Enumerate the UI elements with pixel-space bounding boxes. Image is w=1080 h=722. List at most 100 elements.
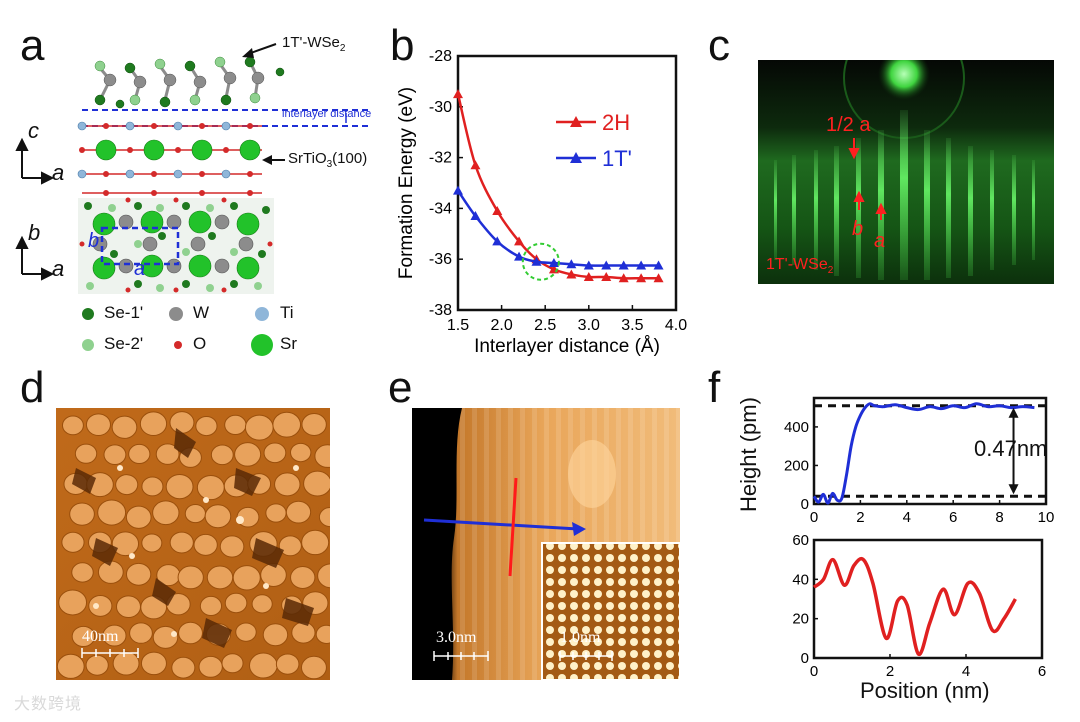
stm-island [58,589,88,616]
stm-island [272,411,302,438]
b-plot-frame [456,54,678,312]
rheed-label-a: a [874,230,886,252]
stm-island [61,415,84,436]
b-point [653,260,664,270]
axis-label-b: b [28,220,41,245]
b-xtick-label: 2.5 [534,317,556,334]
rheed-label-b: b [852,218,864,240]
f-bottom-series-line [812,557,1017,656]
stm-island [318,507,330,528]
f-ylabel: Height (pm) [736,397,761,512]
rheed-image [758,60,1054,284]
b-point [653,273,664,283]
f-top-series-line [812,402,1035,505]
chart-formation-energy: 1.5 2.0 2.5 3.0 3.5 4.0 -28 -30 -32 -34 -36 -38 Inte… [396,48,687,357]
axes-ca [15,137,55,185]
f-bottom-xtick-label: 0 [810,663,818,680]
stm-island [61,531,85,553]
label-interlayer: interlayer distance [282,108,372,120]
stm-island [97,560,124,584]
b-point [470,160,481,170]
b-xlabel: Interlayer distance (Å) [474,336,660,357]
f-bottom-ytick-label: 60 [792,532,809,549]
atom-legend [82,307,273,356]
axes-ba [15,235,55,281]
stm-island [210,444,234,466]
f-top-frame [812,396,1048,506]
b-ytick-label: -36 [429,251,452,268]
stm-island [88,595,113,617]
b-point [470,211,481,221]
stm-island [204,504,232,529]
stm-island [103,444,127,466]
panel-letter-d: d [20,363,45,412]
b-legend-text-1: 1T' [602,146,632,171]
f-bottom-xtick-label: 6 [1038,663,1046,680]
f-top-xtick-label: 8 [995,509,1003,526]
panel-letter-a: a [20,21,45,70]
stm-island [199,595,223,617]
b-ytick-label: -38 [429,302,452,319]
stm-island [193,533,218,556]
rheed-label-half: 1/2 a [826,114,871,136]
b-point [453,185,463,195]
legend-sr: Sr [280,334,297,353]
panel-letter-e: e [388,363,413,412]
f-top-xtick-label: 6 [949,509,957,526]
stm-island [97,499,127,526]
stm-island [290,566,316,589]
stm-island [169,531,194,554]
stm-island [290,442,312,463]
stm-island [274,472,301,497]
scale-label-d: 40nm [82,628,119,645]
legend-se1: Se-1' [104,303,144,322]
b-point [601,260,612,270]
stm-island [224,414,247,436]
f-top-ytick-label: 200 [784,457,809,474]
cell-label-a: a [134,258,146,280]
b-point [636,260,647,270]
b-point [601,271,612,281]
b-xtick-label: 1.5 [447,317,469,334]
legend-w: W [193,303,210,322]
stm-island [206,565,234,590]
stm-island [155,443,180,465]
panel-letter-b: b [390,21,415,70]
stm-island [74,443,98,464]
stm-island [111,531,140,557]
stm-island [195,415,218,437]
stm-island [224,592,248,614]
b-legend-text-0: 2H [602,110,630,135]
f-top-ytick-label: 400 [784,419,809,436]
stm-island [314,444,330,468]
cell-label-b: b [88,230,100,252]
top-view-model [78,197,274,294]
stm-island [152,625,179,649]
stm-island [278,535,302,557]
stm-island [301,413,327,436]
b-point [583,271,594,281]
stm-island [140,651,167,676]
b-xtick-label: 3.5 [621,317,643,334]
rheed-label-film: 1T'-WSe2 [766,256,834,277]
axis-label-a-top: a [52,160,65,185]
panel-a-structure [15,43,372,356]
stm-island [234,442,262,467]
b-legend-marker-0 [570,116,582,127]
stm-island [178,621,203,645]
b-xtick-label: 2.0 [490,317,512,334]
stm-island [265,503,287,523]
stm-island [169,411,195,434]
stm-island [129,622,153,644]
stm-island [248,652,278,679]
watermark: 大数跨境 [14,694,83,713]
b-ylabel: Formation Energy (eV) [396,87,417,279]
label-film: 1T'-WSe2 [282,34,346,54]
b-point [566,269,577,279]
stm-island [141,533,163,553]
b-point [618,260,629,270]
stm-island [275,653,300,675]
stm-island [102,624,127,647]
